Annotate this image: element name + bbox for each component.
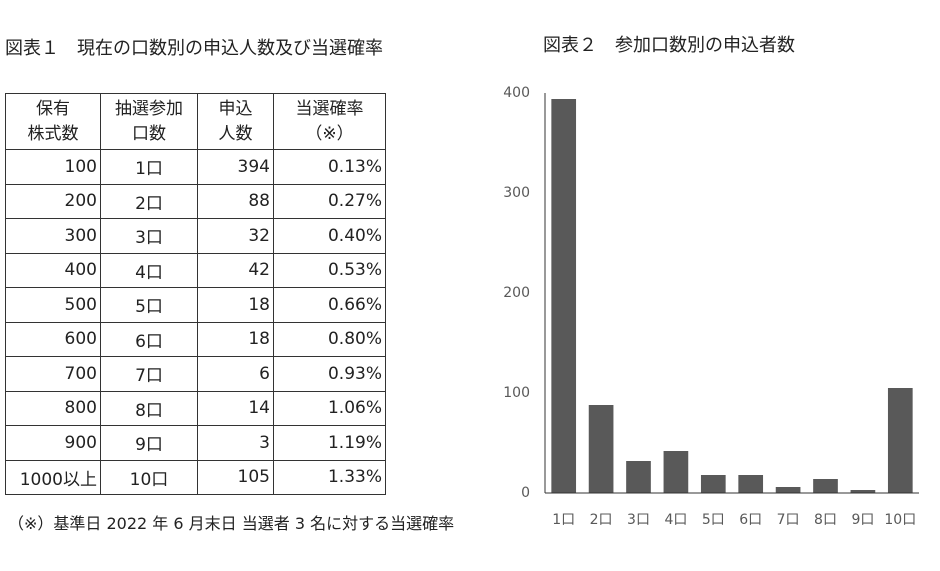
y-tick-label: 400 [503,85,530,101]
table-cell: 100 [5,149,101,185]
header-text: 当選確率 [295,98,364,119]
bar [663,451,689,493]
bar [775,487,801,493]
table-cell: 0.80% [273,321,386,357]
x-tick-label: 8口 [814,512,837,528]
table-cell: 1.33% [273,459,386,495]
table-cell: 0.27% [273,183,386,219]
table-cell: 4口 [100,252,198,288]
table-title: 図表１ 現在の口数別の申込人数及び当選確率 [5,38,383,59]
table-cell: 1000以上 [5,459,101,495]
table-cell: 900 [5,425,101,461]
table-cell: 7口 [100,356,198,392]
y-tick-label: 0 [521,485,530,501]
table-cell: 32 [197,218,274,254]
table-cell: 400 [5,252,101,288]
table-cell: 3口 [100,218,198,254]
chart-title: 図表２ 参加口数別の申込者数 [543,35,795,56]
bar [626,461,651,493]
table-cell: 0.40% [273,218,386,254]
table-row: 500 5口 18 0.66% [5,287,386,323]
table-cell: 700 [5,356,101,392]
table-cell: 0.93% [273,356,386,392]
x-tick-label: 9口 [851,512,874,528]
header-text: （※） [305,123,354,144]
table-cell: 88 [197,183,274,219]
table-cell: 105 [197,459,274,495]
header-text: 口数 [132,123,166,144]
y-tick-label: 100 [503,385,530,401]
data-table: 保有 株式数 抽選参加 口数 申込 人数 当選確率 （※） 100 1口 394 0.13% 200 2… [5,93,386,495]
table-cell: 8口 [100,390,198,426]
table-cell: 2口 [100,183,198,219]
footnote: （※）基準日 2022 年 6 月末日 当選者 3 名に対する当選確率 [8,514,455,533]
bar [813,479,838,493]
table-row: 300 3口 32 0.40% [5,218,386,254]
header-text: 申込 [218,98,253,119]
table-cell: 6口 [100,321,198,357]
bar [588,405,614,493]
table-cell: 5口 [100,287,198,323]
table-cell: 6 [197,356,274,392]
table-row: 700 7口 6 0.93% [5,356,386,392]
table-row: 800 8口 14 1.06% [5,390,386,426]
header-text: 人数 [218,123,253,144]
table-row: 200 2口 88 0.27% [5,183,386,219]
table-row: 900 9口 3 1.19% [5,425,386,461]
bar [887,388,913,493]
x-tick-label: 6口 [739,512,762,528]
table-cell: 1.06% [273,390,386,426]
table-row: 600 6口 18 0.80% [5,321,386,357]
table-cell: 300 [5,218,101,254]
x-tick-label: 1口 [552,512,575,528]
x-tick-label: 2口 [590,512,613,528]
bar [551,99,577,493]
table-cell: 9口 [100,425,198,461]
table-cell: 0.13% [273,149,386,185]
x-tick-label: 3口 [627,512,650,528]
x-tick-label: 4口 [664,512,687,528]
y-tick-label: 200 [503,285,530,301]
table-cell: 10口 [100,459,198,495]
header-text: 保有 [36,98,70,119]
header-text: 抽選参加 [115,98,183,119]
bar [700,475,726,493]
header-text: 株式数 [27,123,79,144]
bar [850,490,876,493]
bar [738,475,764,493]
x-tick-label: 5口 [702,512,725,528]
table-row: 100 1口 394 0.13% [5,149,386,185]
table-row: 1000以上 10口 105 1.33% [5,459,386,495]
table-cell: 200 [5,183,101,219]
header-cell: 保有 株式数 [5,93,101,150]
header-cell: 当選確率 （※） [273,93,386,150]
header-cell: 抽選参加 口数 [100,93,198,150]
table-cell: 14 [197,390,274,426]
x-tick-label: 10口 [884,512,916,528]
y-tick-label: 300 [503,185,530,201]
x-tick-label: 7口 [777,512,800,528]
